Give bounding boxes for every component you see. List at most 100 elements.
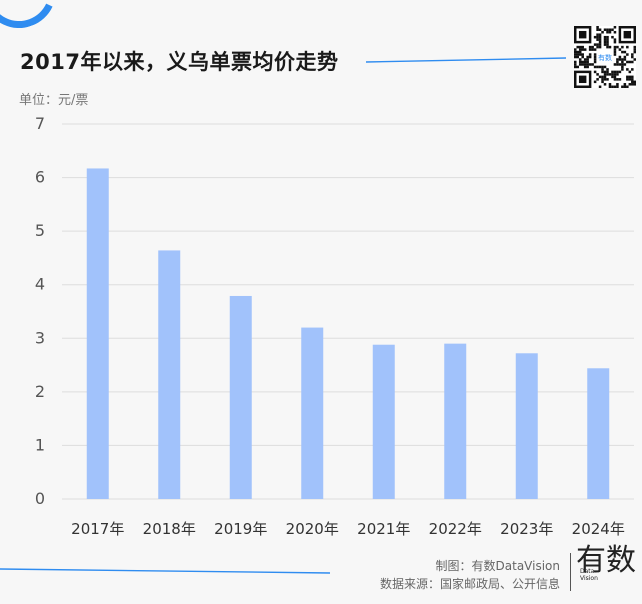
datavision-logo: 有数 Data Vision xyxy=(576,543,636,596)
qr-module xyxy=(591,45,594,49)
bar xyxy=(158,250,181,499)
bar xyxy=(444,343,467,499)
qr-module xyxy=(598,35,602,39)
qr-module xyxy=(618,78,622,81)
qr-module xyxy=(596,78,599,81)
bar xyxy=(86,168,109,499)
qr-module xyxy=(623,58,627,61)
qr-module xyxy=(601,75,604,79)
qr-module xyxy=(598,33,602,36)
qr-module xyxy=(616,78,619,81)
x-tick-label: 2023年 xyxy=(500,520,553,538)
qr-module xyxy=(613,63,617,66)
qr-module xyxy=(603,28,607,32)
qr-module xyxy=(578,53,582,56)
bar xyxy=(587,368,610,499)
bar xyxy=(229,295,252,499)
qr-module xyxy=(606,28,609,32)
qr-module xyxy=(606,43,609,46)
qr-module xyxy=(588,45,592,49)
qr-module xyxy=(578,48,582,51)
qr-module xyxy=(628,83,632,86)
qr-module xyxy=(606,68,609,71)
qr-module xyxy=(626,75,629,79)
qr-module xyxy=(613,26,617,29)
y-tick-label: 2 xyxy=(35,382,45,401)
qr-module xyxy=(621,85,624,88)
qr-module xyxy=(574,65,577,69)
qr-module xyxy=(603,78,607,81)
y-axis-unit-label: 单位：元/票 xyxy=(19,93,89,108)
qr-module xyxy=(621,60,624,64)
x-tick-label: 2021年 xyxy=(357,520,410,538)
qr-module xyxy=(593,35,597,39)
qr-center-badge xyxy=(598,50,612,64)
qr-module xyxy=(586,58,589,61)
qr-module xyxy=(603,70,607,74)
qr-module xyxy=(591,48,594,51)
qr-module xyxy=(618,58,622,61)
qr-module xyxy=(581,63,584,66)
qr-module xyxy=(593,43,597,46)
qr-module xyxy=(613,75,617,79)
qr-module xyxy=(613,70,617,74)
qr-module xyxy=(606,40,609,44)
qr-module xyxy=(633,58,636,61)
qr-module xyxy=(628,70,632,74)
qr-module xyxy=(611,35,614,39)
qr-module xyxy=(593,65,597,69)
y-tick-label: 6 xyxy=(35,168,45,187)
x-tick-label: 2018年 xyxy=(143,520,196,538)
logo-char: 有数 xyxy=(576,543,636,578)
qr-module xyxy=(593,58,597,61)
qr-module xyxy=(613,40,617,44)
qr-module xyxy=(596,33,599,36)
qr-module xyxy=(603,43,607,46)
qr-module xyxy=(603,83,607,86)
x-tick-label: 2017年 xyxy=(71,520,124,538)
qr-module xyxy=(596,35,599,39)
qr-module xyxy=(633,80,636,84)
qr-module xyxy=(626,53,629,56)
qr-module xyxy=(598,45,602,49)
qr-code-icon[interactable]: 有数 xyxy=(574,26,636,88)
qr-module xyxy=(621,68,624,71)
qr-module xyxy=(611,73,614,76)
logo-subtext: Data Vision xyxy=(580,568,598,582)
qr-module xyxy=(596,28,599,32)
y-tick-label: 7 xyxy=(35,114,45,133)
qr-module xyxy=(618,48,622,51)
qr-module xyxy=(598,40,602,44)
qr-module xyxy=(603,65,607,69)
qr-center-label: 有数 xyxy=(598,53,612,62)
qr-module xyxy=(598,38,602,41)
qr-module xyxy=(611,28,614,32)
qr-module xyxy=(616,45,619,49)
qr-module xyxy=(583,60,587,64)
bar xyxy=(301,327,324,499)
qr-module xyxy=(588,63,592,66)
qr-module xyxy=(606,35,609,39)
qr-module xyxy=(616,85,619,88)
qr-module xyxy=(603,73,607,76)
qr-module xyxy=(628,78,632,81)
qr-module xyxy=(621,45,624,49)
qr-module xyxy=(631,55,634,59)
qr-module xyxy=(621,58,624,61)
qr-module xyxy=(591,63,594,66)
qr-module xyxy=(603,40,607,44)
qr-module xyxy=(621,65,624,69)
qr-module xyxy=(583,58,587,61)
qr-module xyxy=(606,30,609,34)
qr-module xyxy=(626,45,629,49)
y-tick-label: 3 xyxy=(35,328,45,347)
qr-module xyxy=(608,73,612,76)
qr-module xyxy=(613,85,617,88)
qr-module xyxy=(628,75,632,79)
qr-module xyxy=(601,68,604,71)
qr-module xyxy=(581,53,584,56)
qr-module xyxy=(601,70,604,74)
qr-module xyxy=(623,55,627,59)
qr-module xyxy=(588,53,592,56)
